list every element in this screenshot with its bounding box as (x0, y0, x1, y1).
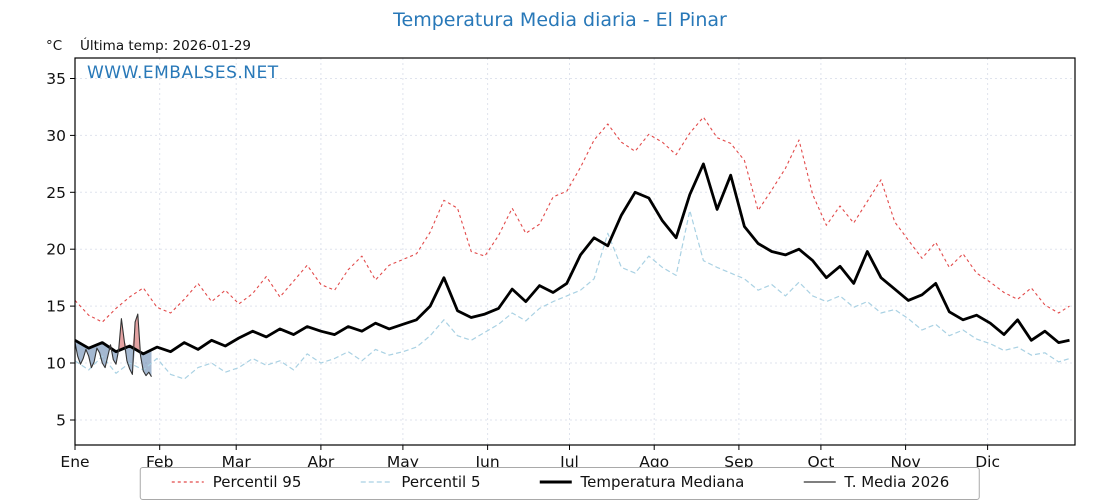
chart-title: Temperatura Media diaria - El Pinar (393, 9, 727, 31)
series-line (74, 116, 1070, 323)
x-tick-label: Dic (975, 453, 1000, 471)
plot-area: 5 10 15 20 25 30 35 Ene Feb Mar Abr May Jun Jul Ago Sep… (46, 57, 1076, 471)
x-tick-label: Mar (222, 453, 252, 471)
y-unit-label: °C (46, 38, 63, 54)
legend-item: Percentil 5 (359, 473, 480, 491)
x-tick-label: Feb (146, 453, 173, 471)
legend-line-sample (360, 481, 393, 483)
legend: Percentil 95 Percentil 5 Temperatura Media… (139, 467, 981, 500)
x-tick-label: Abr (307, 453, 334, 471)
y-tick-label: 30 (46, 127, 66, 145)
legend-item: Percentil 95 (171, 473, 302, 491)
legend-line-sample (171, 481, 204, 483)
x-tick-label: Oct (807, 453, 834, 471)
x-tick-label: Jun (474, 453, 499, 471)
x-tick-label: Jul (559, 453, 579, 471)
y-tick-label: 15 (46, 298, 66, 316)
x-tick-label: Nov (890, 453, 920, 471)
legend-item: T. Media 2026 (802, 473, 949, 491)
watermark: WWW.EMBALSES.NET (87, 63, 279, 83)
legend-label: Percentil 95 (212, 473, 302, 491)
y-tick-label: 35 (46, 70, 66, 88)
y-tick-label: 10 (46, 355, 66, 373)
x-tick-label: Sep (724, 453, 753, 471)
fill-above-median (75, 314, 152, 354)
plot-frame (74, 57, 1076, 446)
y-tick-label: 5 (56, 412, 66, 430)
x-tick-label: Ago (639, 453, 669, 471)
x-tick-label: Ene (60, 453, 89, 471)
series-line (74, 162, 1070, 356)
x-tick-label: May (387, 453, 419, 471)
legend-label: Percentil 5 (401, 473, 481, 491)
series-line (74, 313, 152, 377)
last-temp-label: Última temp: 2026-01-29 (80, 38, 252, 54)
legend-item: Temperatura Mediana (538, 473, 744, 491)
legend-label: Temperatura Mediana (580, 473, 745, 491)
series-line (74, 209, 1070, 380)
legend-line-sample (539, 480, 572, 484)
legend-label: T. Media 2026 (844, 473, 950, 491)
legend-line-sample (803, 481, 836, 483)
y-tick-label: 20 (46, 241, 66, 259)
y-tick-label: 25 (46, 184, 66, 202)
